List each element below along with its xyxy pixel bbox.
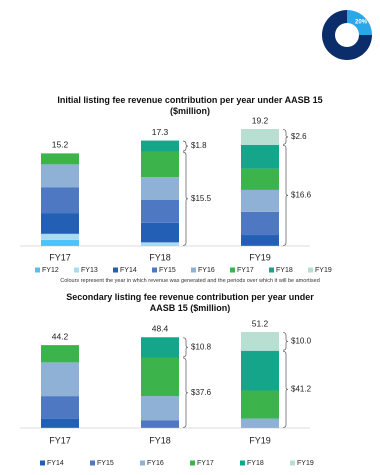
legend-label: FY14 bbox=[120, 267, 137, 274]
bar-segment bbox=[241, 235, 279, 246]
bar-segment bbox=[141, 242, 179, 246]
legend-label: FY18 bbox=[276, 267, 293, 274]
total-label: 17.3 bbox=[152, 127, 169, 137]
legend-label: FY19 bbox=[315, 267, 332, 274]
bar-segment bbox=[41, 213, 79, 234]
bar-segment bbox=[141, 151, 179, 178]
badge-label: 20% bbox=[355, 20, 368, 26]
legend-swatch bbox=[113, 267, 118, 273]
bar-segment bbox=[141, 140, 179, 152]
bar-segment bbox=[141, 177, 179, 200]
legend-label: FY17 bbox=[237, 267, 254, 274]
legend-swatch bbox=[152, 267, 157, 273]
bar-segment bbox=[41, 396, 79, 419]
bar-segment bbox=[141, 357, 179, 397]
bar-segment bbox=[141, 337, 179, 358]
legend-label: FY18 bbox=[247, 460, 264, 467]
bar-segment bbox=[41, 233, 79, 240]
x-tick-label: FY19 bbox=[249, 435, 271, 445]
legend-swatch bbox=[230, 267, 235, 273]
bracket bbox=[282, 332, 289, 351]
annotation: $37.6 bbox=[191, 388, 212, 397]
bar-segment bbox=[241, 129, 279, 145]
x-tick-label: FY17 bbox=[49, 252, 71, 262]
total-label: 48.4 bbox=[152, 324, 169, 334]
bar-segment bbox=[241, 189, 279, 212]
annotation: $10.8 bbox=[191, 342, 212, 351]
bar-segment bbox=[41, 164, 79, 188]
legend-swatch bbox=[90, 460, 95, 466]
bar-segment bbox=[41, 345, 79, 363]
chart-title: Secondary listing fee revenue contributi… bbox=[66, 292, 314, 313]
bar-segment bbox=[241, 168, 279, 190]
x-tick-label: FY18 bbox=[149, 435, 171, 445]
legend-label: FY12 bbox=[42, 267, 59, 274]
bar-segment bbox=[141, 199, 179, 223]
total-label: 51.2 bbox=[252, 318, 269, 328]
donut-segment bbox=[347, 10, 372, 35]
bar-segment bbox=[141, 420, 179, 428]
x-tick-label: FY19 bbox=[249, 252, 271, 262]
bar-segment bbox=[41, 239, 79, 246]
legend-swatch bbox=[240, 460, 245, 466]
bracket bbox=[182, 140, 189, 152]
legend-swatch bbox=[190, 460, 195, 466]
bar-segment bbox=[41, 362, 79, 397]
legend-swatch bbox=[191, 267, 196, 273]
legend-swatch bbox=[290, 460, 295, 466]
bracket bbox=[182, 337, 189, 358]
total-label: 15.2 bbox=[52, 140, 69, 150]
x-tick-label: FY17 bbox=[49, 435, 71, 445]
legend-label: FY15 bbox=[97, 460, 114, 467]
legend-label: FY17 bbox=[197, 460, 214, 467]
bar-segment bbox=[241, 350, 279, 391]
legend-swatch bbox=[35, 267, 40, 273]
bracket bbox=[282, 350, 289, 428]
bar-segment bbox=[41, 153, 79, 165]
legend-swatch bbox=[308, 267, 313, 273]
bracket bbox=[282, 144, 289, 246]
annotation: $15.5 bbox=[191, 194, 212, 203]
legend-swatch bbox=[40, 460, 45, 466]
legend-label: FY14 bbox=[47, 460, 64, 467]
bar-segment bbox=[241, 332, 279, 351]
legend-label: FY16 bbox=[198, 267, 215, 274]
bar-segment bbox=[241, 144, 279, 169]
bar-segment bbox=[141, 222, 179, 243]
bar-segment bbox=[241, 418, 279, 428]
annotation: $2.6 bbox=[291, 132, 307, 141]
annotation: $1.8 bbox=[191, 141, 207, 150]
legend-label: FY15 bbox=[159, 267, 176, 274]
legend-label: FY16 bbox=[147, 460, 164, 467]
annotation: $16.6 bbox=[291, 191, 312, 200]
bar-segment bbox=[41, 187, 79, 214]
legend-swatch bbox=[140, 460, 145, 466]
bracket bbox=[282, 129, 289, 145]
badge: 20% bbox=[322, 10, 372, 60]
legend-label: FY19 bbox=[297, 460, 314, 467]
legend-swatch bbox=[74, 267, 79, 273]
bar-segment bbox=[241, 211, 279, 236]
bar-segment bbox=[41, 418, 79, 428]
bracket bbox=[182, 357, 189, 428]
bar-segment bbox=[141, 396, 179, 421]
bracket bbox=[182, 151, 189, 246]
total-label: 44.2 bbox=[52, 331, 69, 341]
x-tick-label: FY18 bbox=[149, 252, 171, 262]
donut-ring bbox=[322, 10, 372, 60]
annotation: $10.0 bbox=[291, 336, 312, 345]
total-label: 19.2 bbox=[252, 115, 269, 125]
annotation: $41.2 bbox=[291, 384, 312, 393]
chart-note: Colours represent the year in which reve… bbox=[60, 278, 320, 284]
bar-segment bbox=[241, 390, 279, 419]
legend-label: FY13 bbox=[81, 267, 98, 274]
legend-swatch bbox=[269, 267, 274, 273]
chart-title: Initial listing fee revenue contribution… bbox=[57, 95, 323, 116]
